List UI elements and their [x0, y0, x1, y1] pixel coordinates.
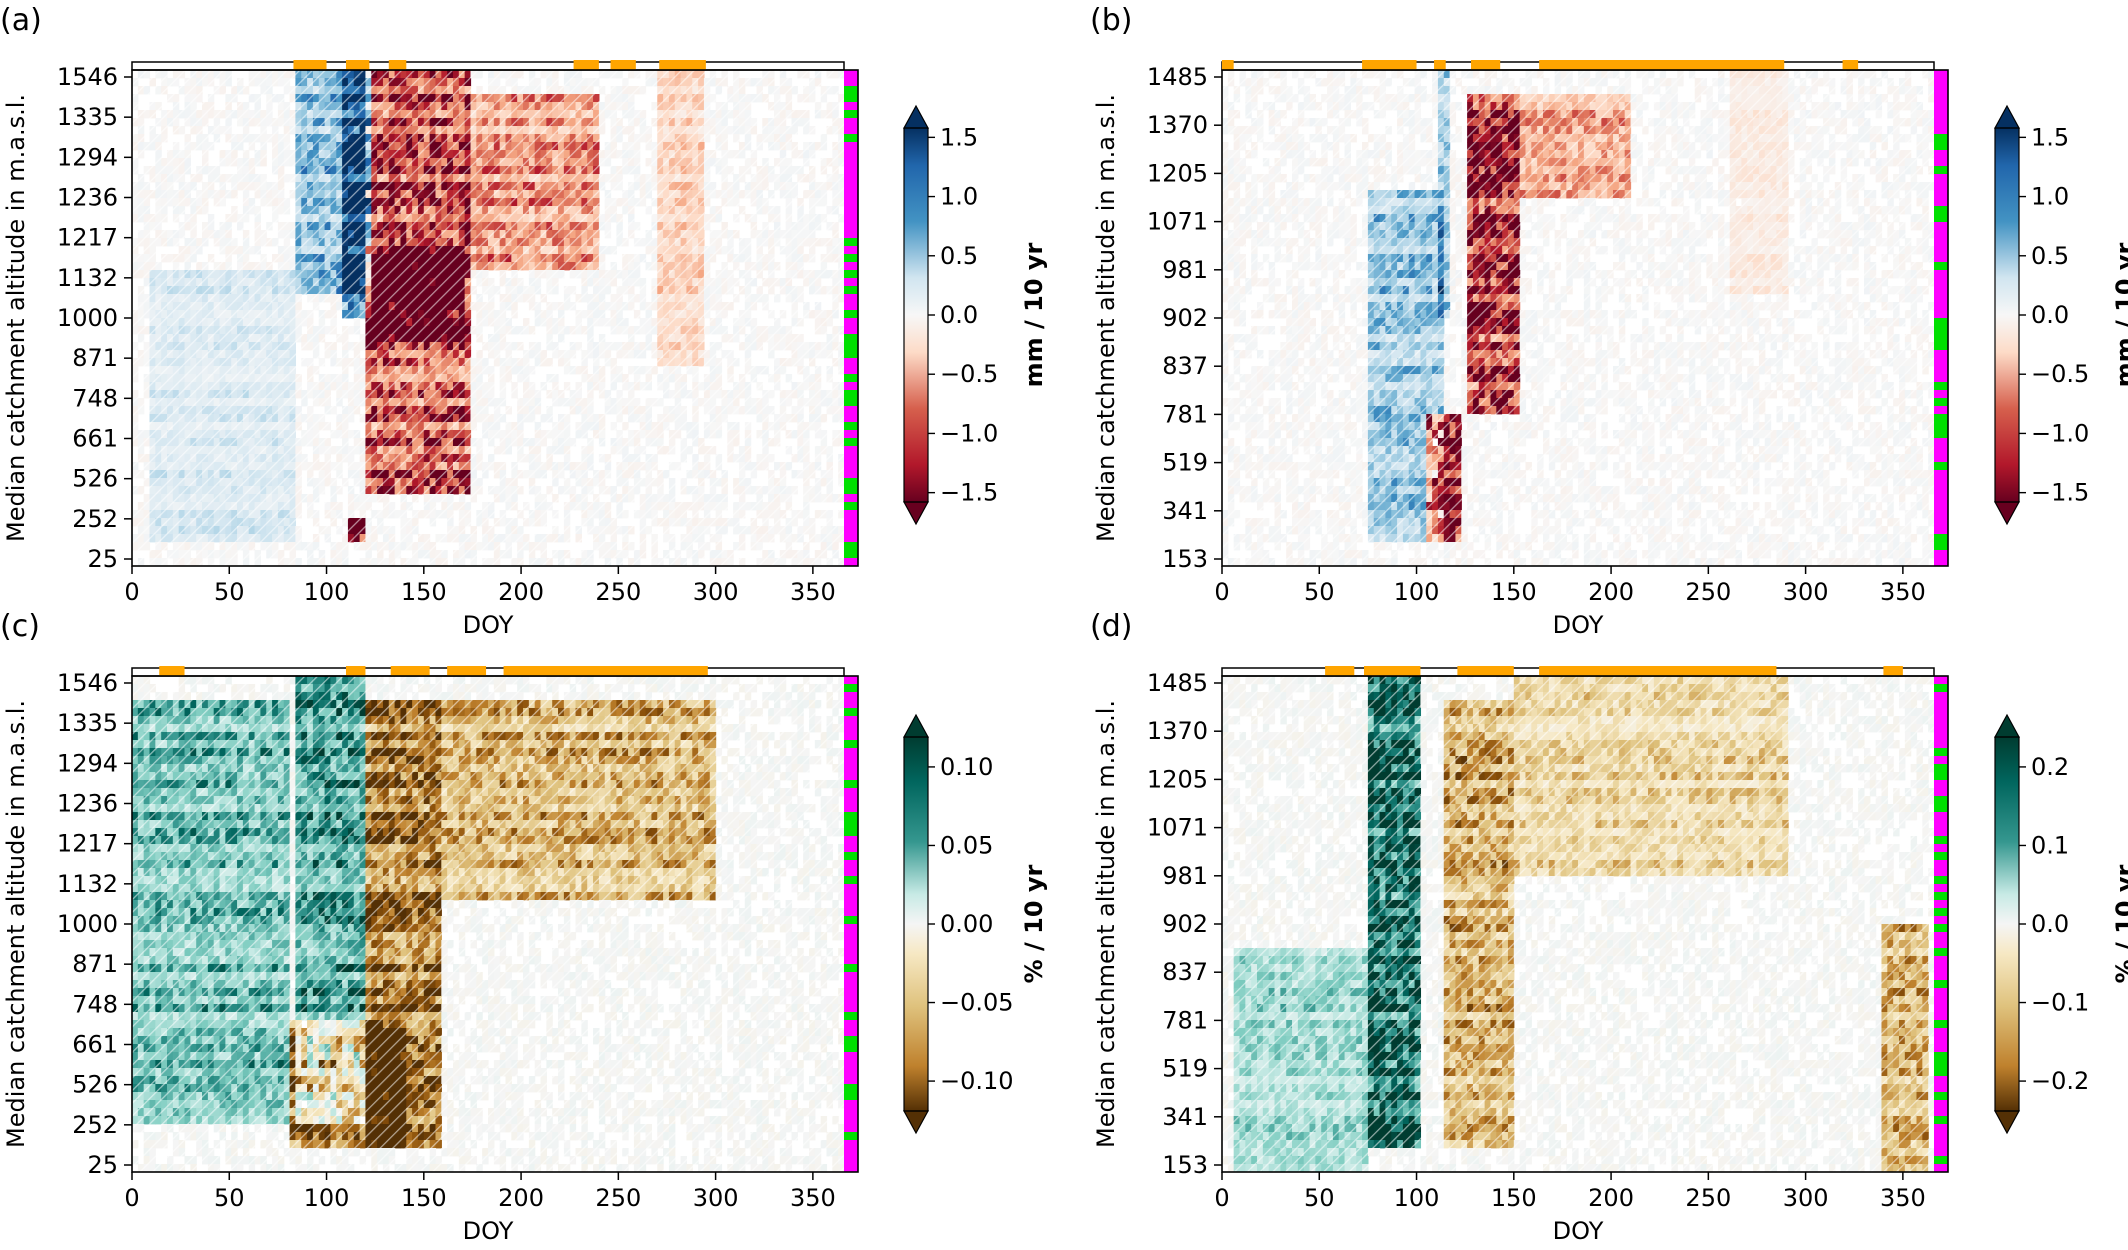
panel-a: (a)0 50 100 150 200 250 300 350DOY1546133512941… — [0, 3, 1048, 639]
panel-label: (a) — [0, 3, 42, 38]
